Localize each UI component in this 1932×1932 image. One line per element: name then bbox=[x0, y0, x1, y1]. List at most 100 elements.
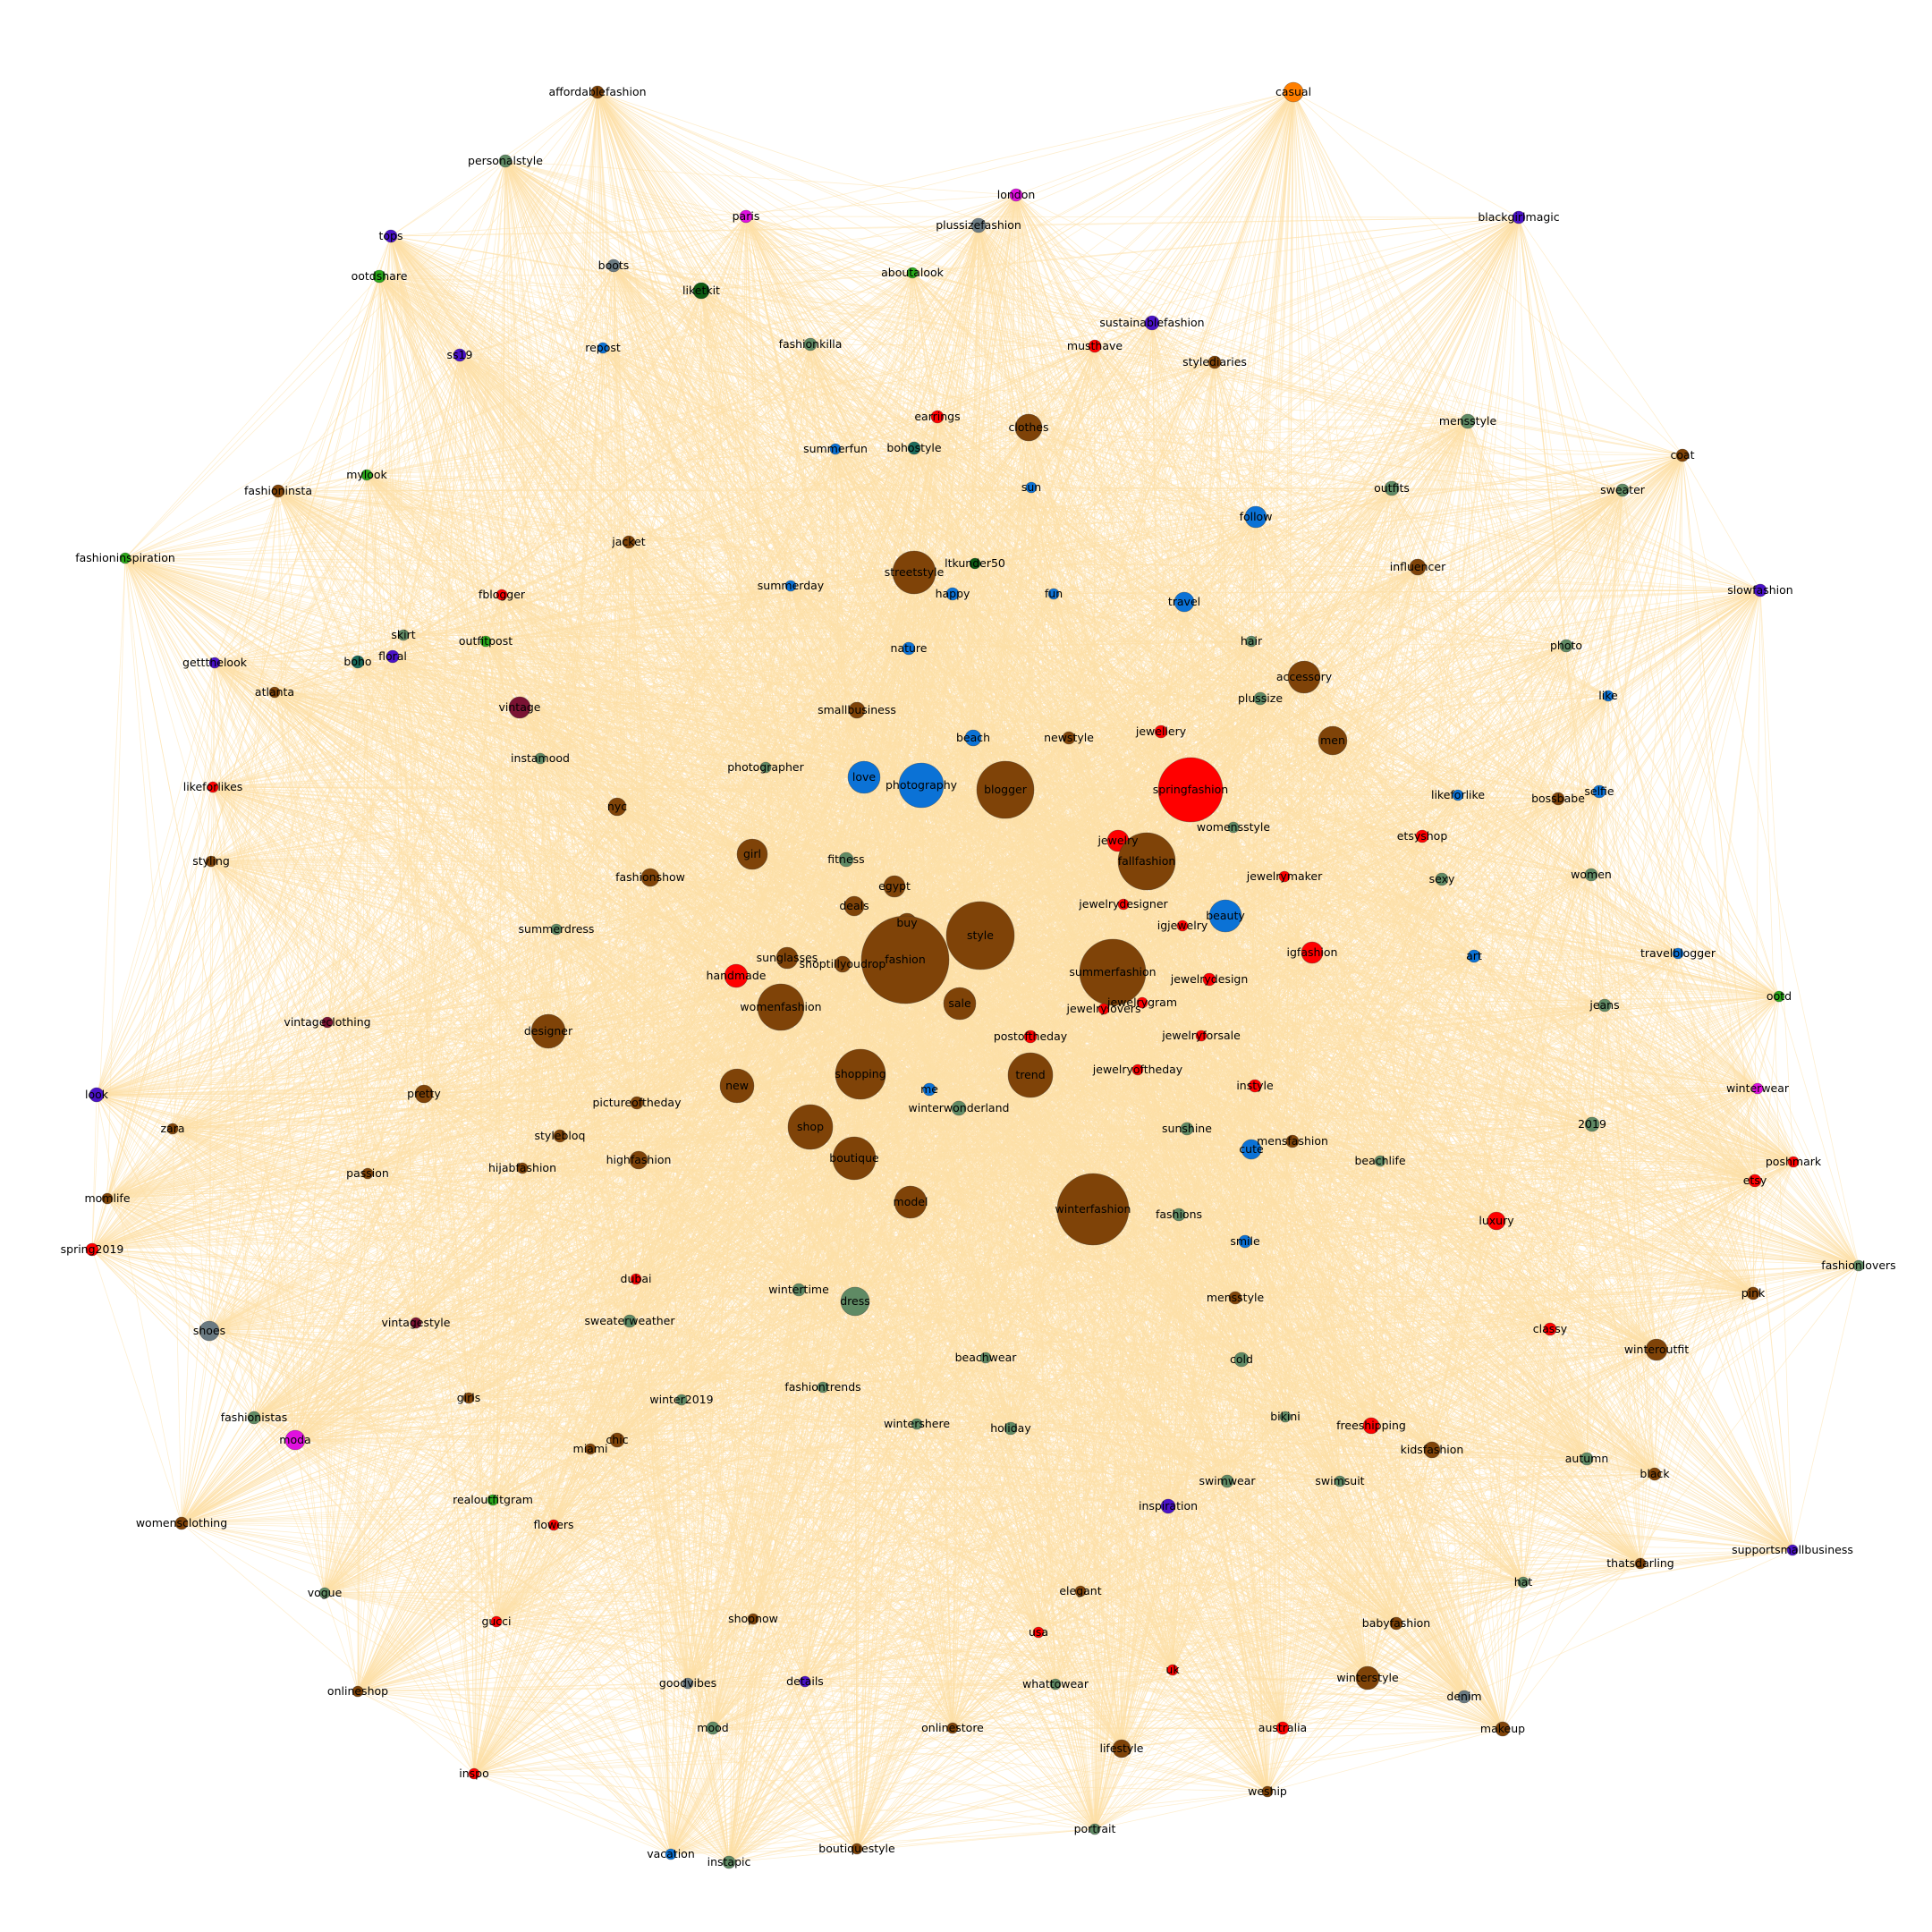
edge bbox=[613, 265, 938, 418]
edge bbox=[390, 160, 506, 237]
edge bbox=[613, 265, 1469, 422]
edge bbox=[214, 345, 1096, 664]
edge bbox=[485, 489, 1623, 642]
edge bbox=[1151, 322, 1469, 422]
edge bbox=[366, 474, 630, 543]
edge bbox=[277, 225, 979, 492]
edge bbox=[390, 235, 1469, 422]
edge bbox=[378, 275, 1469, 422]
edge bbox=[835, 448, 915, 573]
edge bbox=[936, 361, 1216, 418]
edge bbox=[1391, 487, 1780, 997]
edge bbox=[974, 489, 1623, 564]
edge bbox=[1015, 194, 1623, 491]
edge bbox=[602, 347, 953, 595]
edge bbox=[936, 322, 1153, 418]
edge bbox=[1292, 91, 1793, 1551]
edge bbox=[366, 361, 1216, 476]
edge bbox=[978, 225, 1216, 363]
edge bbox=[378, 275, 1030, 428]
edge bbox=[1557, 489, 1623, 800]
edge bbox=[1549, 589, 1761, 1330]
edge bbox=[1028, 216, 1520, 428]
edge bbox=[214, 585, 792, 664]
edge bbox=[459, 354, 915, 573]
edge bbox=[628, 487, 1393, 543]
edge bbox=[214, 487, 1032, 664]
edge bbox=[459, 354, 1469, 422]
edge bbox=[378, 275, 702, 292]
edge bbox=[1518, 216, 1794, 1163]
edge bbox=[124, 557, 782, 1008]
edge bbox=[1183, 601, 1758, 1089]
edge bbox=[613, 265, 913, 274]
edge bbox=[274, 594, 503, 693]
edge bbox=[613, 216, 747, 267]
edge bbox=[974, 194, 1017, 564]
edge bbox=[392, 656, 782, 1008]
edge bbox=[378, 275, 1252, 642]
edge bbox=[124, 557, 915, 573]
edge bbox=[952, 420, 1469, 595]
edge bbox=[366, 474, 369, 1174]
edge bbox=[1094, 345, 1761, 591]
edge bbox=[91, 557, 126, 1250]
edge bbox=[911, 216, 1520, 274]
edge bbox=[628, 541, 1761, 591]
edge bbox=[1183, 601, 1559, 800]
edge bbox=[277, 490, 976, 564]
edge bbox=[96, 662, 216, 1096]
edge bbox=[1053, 593, 1609, 697]
edge bbox=[1677, 454, 1683, 954]
edge bbox=[501, 594, 1305, 678]
edge bbox=[1759, 589, 1793, 1551]
edge bbox=[212, 91, 598, 788]
edge bbox=[392, 640, 1252, 657]
edge bbox=[1094, 345, 1683, 456]
edge bbox=[402, 589, 1761, 636]
edge bbox=[602, 290, 702, 349]
edge bbox=[366, 235, 392, 476]
edge bbox=[979, 640, 1252, 936]
edge bbox=[628, 516, 1257, 543]
edge bbox=[124, 557, 792, 587]
edge bbox=[378, 275, 1393, 489]
edge bbox=[519, 648, 910, 708]
edge-layer bbox=[91, 91, 1860, 1863]
edge bbox=[1053, 593, 1185, 603]
edge bbox=[366, 416, 938, 476]
edge bbox=[913, 420, 1469, 573]
edge bbox=[1518, 216, 1793, 1551]
edge bbox=[597, 91, 1683, 456]
edge bbox=[378, 275, 1216, 363]
edge bbox=[1292, 91, 1860, 1267]
edge bbox=[124, 487, 1032, 559]
edge bbox=[745, 91, 1294, 217]
edge bbox=[124, 447, 915, 559]
edge bbox=[124, 160, 506, 559]
edge bbox=[326, 160, 506, 1023]
edge bbox=[911, 272, 1683, 456]
edge bbox=[1255, 516, 1559, 800]
edge bbox=[1391, 487, 1567, 647]
edge bbox=[504, 160, 1623, 491]
edge bbox=[613, 225, 979, 267]
edge bbox=[402, 634, 1162, 733]
edge bbox=[501, 594, 1261, 699]
edge bbox=[124, 354, 461, 559]
edge bbox=[649, 416, 938, 878]
edge bbox=[96, 661, 359, 1096]
edge bbox=[908, 648, 1162, 733]
edge bbox=[1303, 645, 1567, 678]
edge bbox=[613, 265, 1096, 347]
edge bbox=[974, 563, 1780, 997]
edge bbox=[402, 593, 1055, 636]
edge bbox=[835, 420, 1469, 450]
edge bbox=[1292, 91, 1758, 1089]
edge bbox=[392, 656, 1261, 699]
edge bbox=[124, 275, 380, 559]
edge bbox=[124, 448, 836, 559]
edge bbox=[124, 474, 368, 559]
edge bbox=[459, 354, 1609, 697]
